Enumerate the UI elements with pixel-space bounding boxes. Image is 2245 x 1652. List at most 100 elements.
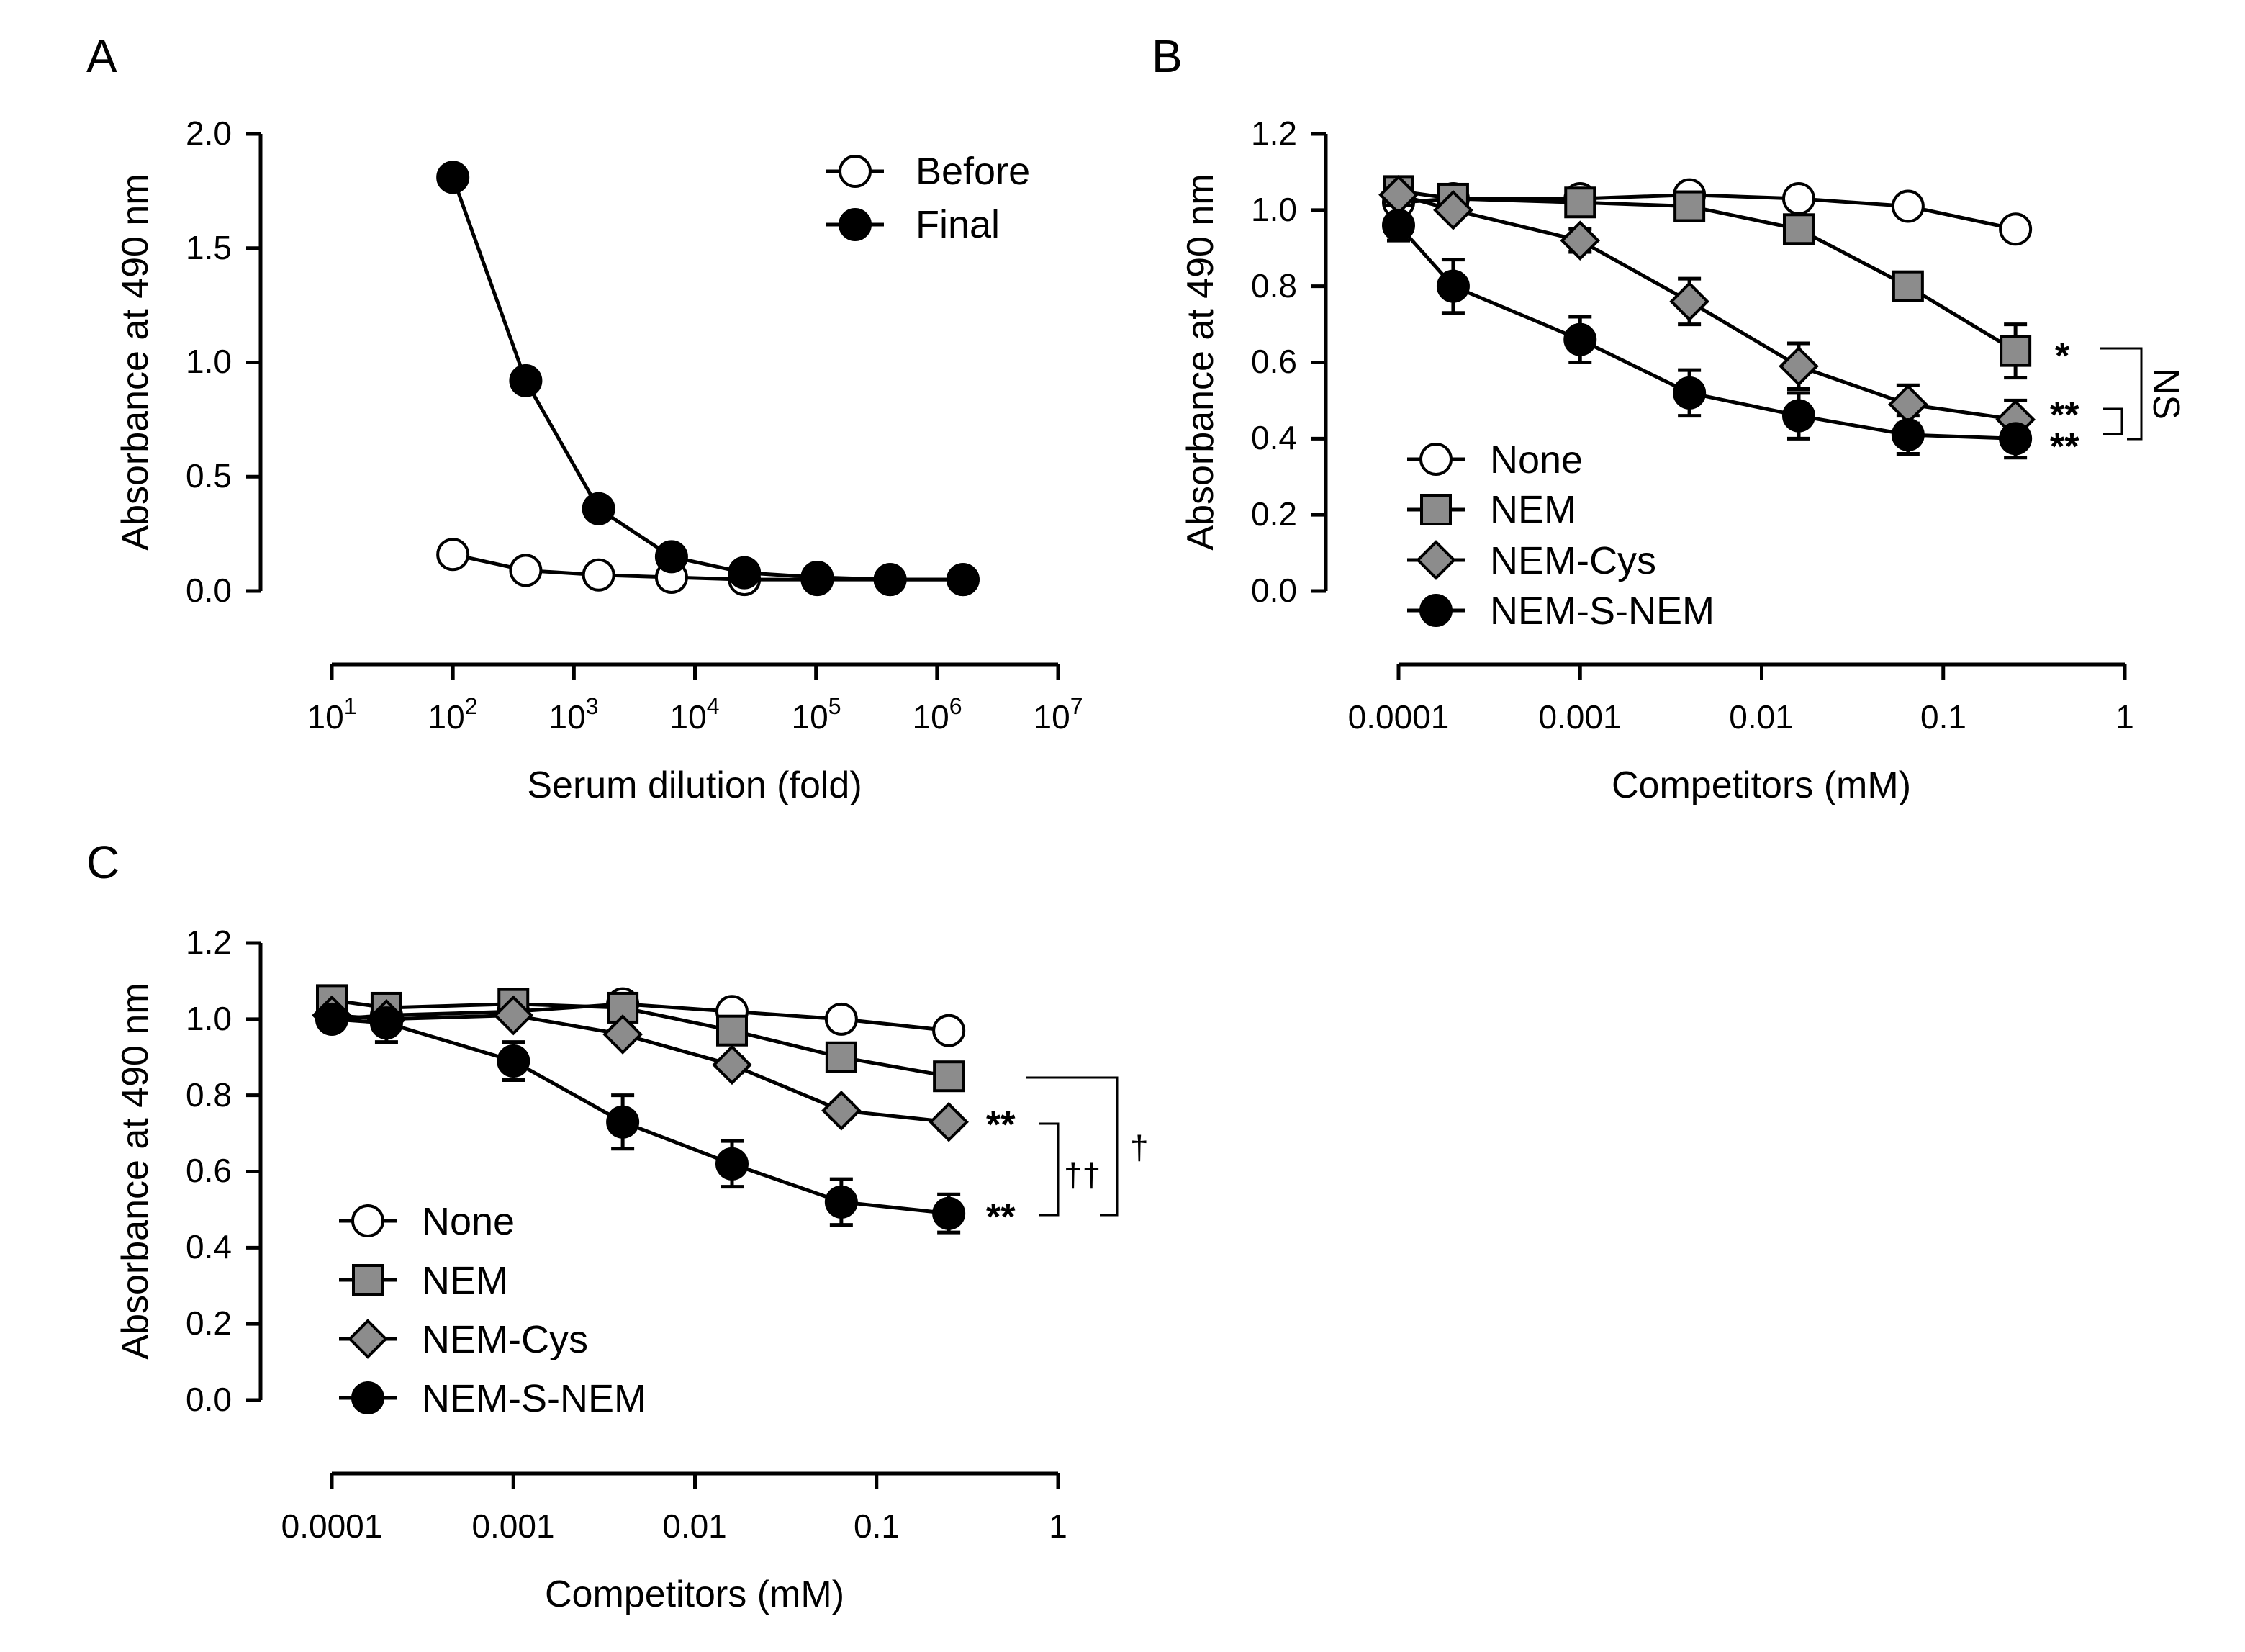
legend-label-none: None bbox=[422, 1200, 515, 1243]
panel-a-x-axis-title: Serum dilution (fold) bbox=[527, 764, 862, 806]
y-tick-label: 1.2 bbox=[186, 924, 232, 961]
panel-b-x-axis-title: Competitors (mM) bbox=[1612, 764, 1911, 806]
data-point bbox=[654, 540, 688, 574]
x-tick-label: 0.01 bbox=[662, 1507, 727, 1545]
legend-marker bbox=[839, 208, 872, 241]
y-tick-label: 0.0 bbox=[1251, 572, 1297, 609]
significance-label: ** bbox=[2050, 394, 2079, 436]
data-point bbox=[436, 161, 470, 194]
y-tick-label: 2.0 bbox=[186, 114, 232, 152]
x-tick-label: 0.0001 bbox=[281, 1507, 383, 1545]
data-point bbox=[497, 1044, 530, 1078]
data-point bbox=[1433, 190, 1473, 230]
data-point bbox=[1782, 213, 1815, 245]
panel-c-legend: None NEM NEM-Cys NEM-S-NEM bbox=[422, 1200, 646, 1420]
data-point bbox=[1781, 181, 1815, 215]
data-point bbox=[715, 1147, 749, 1181]
data-point bbox=[1892, 270, 1924, 302]
data-point bbox=[606, 1105, 640, 1139]
legend-marker bbox=[348, 1319, 388, 1359]
data-point bbox=[933, 1060, 965, 1093]
significance-label: ** bbox=[986, 1196, 1016, 1238]
significance-bracket bbox=[2103, 407, 2123, 435]
data-point bbox=[712, 1044, 752, 1085]
legend-label-before: Before bbox=[916, 150, 1030, 193]
data-point bbox=[1999, 212, 2033, 246]
x-tick-label: 1 bbox=[2115, 698, 2134, 736]
legend-marker bbox=[351, 1381, 384, 1414]
y-tick-label: 0.5 bbox=[186, 457, 232, 495]
panel-letter-a: A bbox=[86, 30, 117, 82]
panel-c-x-axis-title: Competitors (mM) bbox=[545, 1574, 844, 1615]
data-point bbox=[1669, 281, 1709, 322]
legend-label-nem: NEM bbox=[422, 1259, 508, 1302]
data-point bbox=[873, 563, 907, 597]
legend-label-none: None bbox=[1490, 438, 1583, 482]
legend-marker bbox=[1419, 594, 1453, 627]
significance-label: ** bbox=[986, 1104, 1016, 1146]
y-tick-label: 1.5 bbox=[186, 229, 232, 266]
data-point bbox=[315, 1002, 348, 1036]
data-point bbox=[800, 560, 834, 594]
data-point bbox=[946, 563, 980, 597]
data-point bbox=[1891, 418, 1925, 452]
data-point bbox=[1673, 190, 1706, 222]
significance-label-ns: NS bbox=[2145, 368, 2187, 420]
y-tick-label: 1.0 bbox=[186, 1000, 232, 1037]
data-point bbox=[1781, 399, 1815, 433]
panel-c-x-ticks: 0.0001 0.001 0.01 0.1 1 bbox=[281, 1507, 1067, 1545]
x-tick-label: 0.01 bbox=[1729, 698, 1794, 736]
x-tick-label: 0.001 bbox=[471, 1507, 554, 1545]
panel-c-significance: ** ** †† † bbox=[986, 1076, 1149, 1238]
panel-c-y-axis-title: Absorbance at 490 nm bbox=[114, 983, 156, 1359]
data-point bbox=[509, 554, 543, 587]
x-tick-label: 103 bbox=[549, 693, 599, 736]
data-point bbox=[582, 558, 615, 592]
data-point bbox=[1436, 269, 1470, 303]
x-tick-label: 105 bbox=[792, 693, 841, 736]
panel-a-y-axis-title: Absorbance at 490 nm bbox=[114, 173, 156, 550]
data-point bbox=[728, 556, 762, 590]
data-point bbox=[932, 1196, 966, 1230]
panel-c-plot bbox=[246, 941, 1060, 1489]
legend-label-nem-cys: NEM-Cys bbox=[1490, 539, 1656, 582]
panel-a-legend: Before Final bbox=[916, 150, 1030, 246]
y-tick-label: 0.0 bbox=[186, 572, 232, 609]
x-tick-label: 0.1 bbox=[1920, 698, 1966, 736]
x-tick-label: 0.0001 bbox=[1348, 698, 1450, 736]
panel-a-plot bbox=[246, 132, 1060, 680]
data-point bbox=[1779, 346, 1819, 387]
panel-b: B Absorbance at 490 nm Competitors (mM) … bbox=[1152, 30, 2187, 806]
y-tick-label: 0.6 bbox=[186, 1152, 232, 1189]
x-tick-label: 104 bbox=[670, 693, 720, 736]
panel-b-x-ticks: 0.0001 0.001 0.01 0.1 1 bbox=[1348, 698, 2134, 736]
significance-label: ** bbox=[2050, 426, 2079, 468]
panel-b-legend: None NEM NEM-Cys NEM-S-NEM bbox=[1490, 438, 1715, 633]
data-point bbox=[824, 1185, 858, 1219]
data-point bbox=[509, 364, 543, 397]
significance-label: † bbox=[1130, 1129, 1149, 1166]
data-point bbox=[1564, 186, 1596, 219]
x-tick-label: 102 bbox=[428, 693, 478, 736]
data-point bbox=[1888, 384, 1928, 425]
data-point bbox=[1891, 189, 1925, 223]
significance-bracket bbox=[1039, 1122, 1060, 1217]
data-point bbox=[436, 538, 470, 572]
x-tick-label: 0.001 bbox=[1538, 698, 1621, 736]
y-tick-label: 0.8 bbox=[1251, 267, 1297, 304]
x-tick-label: 0.1 bbox=[854, 1507, 900, 1545]
y-tick-label: 0.2 bbox=[186, 1304, 232, 1342]
data-point bbox=[582, 492, 615, 525]
data-point bbox=[929, 1101, 969, 1142]
data-point bbox=[1673, 376, 1707, 410]
panel-b-plot bbox=[1311, 132, 2127, 680]
y-tick-label: 0.8 bbox=[186, 1076, 232, 1114]
x-tick-label: 1 bbox=[1049, 1507, 1067, 1545]
y-tick-label: 1.0 bbox=[186, 343, 232, 380]
significance-label: †† bbox=[1064, 1156, 1101, 1193]
significance-bracket bbox=[1026, 1076, 1119, 1217]
y-tick-label: 0.6 bbox=[1251, 343, 1297, 380]
data-point bbox=[493, 995, 534, 1036]
panel-letter-b: B bbox=[1152, 30, 1183, 82]
